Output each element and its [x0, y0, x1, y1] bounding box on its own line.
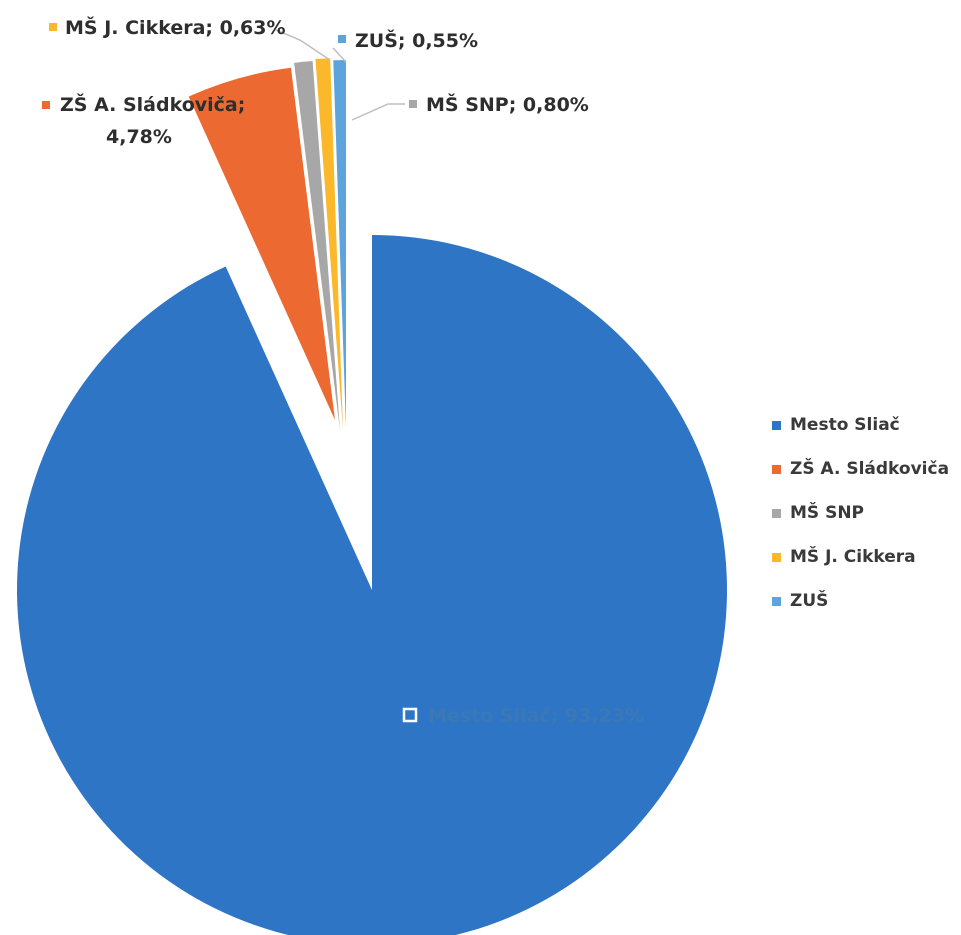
- pie-slice-zs-a-sladkovica: [188, 67, 335, 421]
- legend-label: ZUŠ: [790, 591, 829, 611]
- legend-swatch: [772, 464, 781, 474]
- pie-slice-mesto-sliac: [17, 235, 727, 935]
- leader-line-zus: [332, 47, 347, 63]
- data-label-zus: ZUŠ; 0,55%: [338, 28, 478, 52]
- legend-item-zus: ZUŠ: [772, 584, 957, 618]
- legend-item-zs-sladkovica: ZŠ A. Sládkoviča: [772, 452, 957, 486]
- pie-slice-ms-j-cikkera: [315, 58, 343, 430]
- data-label-zs-sladkovica: ZŠ A. Sládkoviča; 4,78%: [42, 92, 245, 148]
- data-label-text: ZUŠ; 0,55%: [355, 28, 478, 52]
- data-label-text: MŠ SNP; 0,80%: [426, 92, 589, 116]
- leader-line-ms-snp: [351, 103, 405, 121]
- legend-swatch: [772, 596, 781, 606]
- data-label-ms-cikkera: MŠ J. Cikkera; 0,63%: [49, 15, 286, 39]
- data-label-mesto-sliac: Mesto Sliač; 93,23%: [402, 705, 644, 727]
- legend-item-ms-cikkera: MŠ J. Cikkera: [772, 540, 957, 574]
- pie-slices: [17, 58, 727, 935]
- leader-line-ms-cikkera: [275, 29, 331, 61]
- data-label-text-line2: 4,78%: [106, 126, 172, 148]
- data-label-marker: [42, 101, 50, 109]
- data-label-marker: [409, 100, 417, 108]
- data-label-text-line1: ZŠ A. Sládkoviča;: [60, 92, 245, 116]
- chart-legend: Mesto Sliač ZŠ A. Sládkoviča MŠ SNP MŠ J…: [772, 408, 957, 628]
- data-label-text: Mesto Sliač; 93,23%: [428, 705, 644, 727]
- data-label-marker: [402, 707, 418, 723]
- legend-swatch: [772, 508, 781, 518]
- legend-swatch: [772, 552, 781, 562]
- legend-label: MŠ J. Cikkera: [790, 547, 916, 567]
- pie-slice-ms-snp: [294, 61, 340, 431]
- legend-label: Mesto Sliač: [790, 415, 900, 435]
- data-label-ms-snp: MŠ SNP; 0,80%: [409, 92, 589, 116]
- legend-swatch: [772, 420, 781, 430]
- data-label-text: MŠ J. Cikkera; 0,63%: [65, 15, 286, 39]
- data-label-marker: [338, 35, 346, 43]
- pie-slice-zus: [333, 60, 346, 428]
- legend-label: MŠ SNP: [790, 503, 865, 523]
- data-label-marker: [49, 23, 57, 31]
- leader-lines: [275, 29, 405, 121]
- legend-item-ms-snp: MŠ SNP: [772, 496, 957, 530]
- legend-item-mesto-sliac: Mesto Sliač: [772, 408, 957, 442]
- legend-label: ZŠ A. Sládkoviča: [790, 459, 950, 479]
